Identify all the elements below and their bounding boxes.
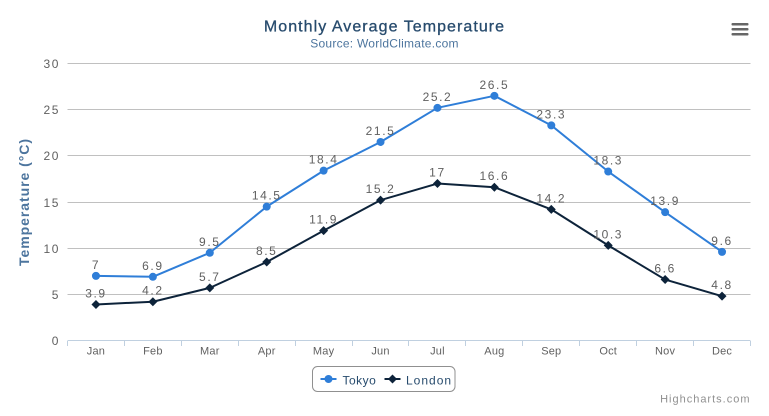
svg-text:18.3: 18.3 — [593, 154, 623, 168]
svg-text:May: May — [313, 346, 335, 358]
svg-text:4.2: 4.2 — [142, 284, 163, 298]
svg-text:Jan: Jan — [87, 346, 105, 358]
svg-text:16.6: 16.6 — [479, 169, 509, 183]
svg-text:23.3: 23.3 — [536, 107, 566, 121]
svg-text:21.5: 21.5 — [366, 124, 396, 138]
svg-text:25.2: 25.2 — [423, 90, 453, 104]
svg-text:Feb: Feb — [143, 346, 163, 358]
svg-text:15.2: 15.2 — [366, 182, 396, 196]
svg-text:Oct: Oct — [599, 346, 617, 358]
svg-text:0: 0 — [52, 334, 60, 348]
svg-text:Temperature (°C): Temperature (°C) — [16, 138, 32, 266]
svg-text:5: 5 — [52, 288, 60, 302]
svg-text:Monthly Average Temperature: Monthly Average Temperature — [264, 19, 505, 36]
svg-text:25: 25 — [43, 103, 60, 117]
svg-text:9.6: 9.6 — [711, 234, 732, 248]
svg-text:7: 7 — [92, 258, 100, 272]
svg-text:Dec: Dec — [712, 346, 732, 358]
svg-text:3.9: 3.9 — [85, 286, 106, 300]
svg-text:Mar: Mar — [200, 346, 220, 358]
svg-text:9.5: 9.5 — [199, 235, 220, 249]
svg-text:Highcharts.com: Highcharts.com — [660, 394, 750, 406]
svg-text:6.6: 6.6 — [654, 262, 675, 276]
svg-text:Tokyo: Tokyo — [343, 373, 377, 387]
svg-text:8.5: 8.5 — [256, 244, 277, 258]
svg-text:Apr: Apr — [258, 346, 276, 358]
svg-text:10: 10 — [43, 242, 60, 256]
svg-text:Nov: Nov — [655, 346, 675, 358]
svg-text:10.3: 10.3 — [593, 227, 623, 241]
svg-text:Sep: Sep — [541, 346, 561, 358]
svg-text:6.9: 6.9 — [142, 259, 163, 273]
svg-text:Jul: Jul — [430, 346, 445, 358]
svg-text:14.5: 14.5 — [252, 189, 282, 203]
svg-text:5.7: 5.7 — [199, 270, 220, 284]
svg-text:Source: WorldClimate.com: Source: WorldClimate.com — [310, 37, 459, 51]
svg-text:15: 15 — [43, 196, 60, 210]
svg-text:London: London — [406, 373, 452, 387]
svg-text:30: 30 — [43, 57, 60, 71]
svg-text:14.2: 14.2 — [536, 191, 566, 205]
svg-text:Jun: Jun — [371, 346, 389, 358]
svg-text:11.9: 11.9 — [309, 213, 338, 227]
svg-text:20: 20 — [43, 149, 60, 163]
svg-text:26.5: 26.5 — [479, 78, 509, 92]
svg-text:Aug: Aug — [484, 346, 504, 358]
svg-text:13.9: 13.9 — [650, 194, 680, 208]
svg-text:17: 17 — [429, 166, 446, 180]
svg-text:4.8: 4.8 — [711, 278, 732, 292]
svg-text:18.4: 18.4 — [309, 153, 339, 167]
